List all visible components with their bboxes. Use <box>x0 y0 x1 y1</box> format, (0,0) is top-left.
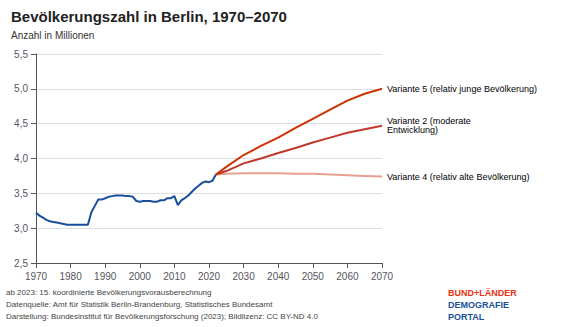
svg-text:Anzahl in Millionen: Anzahl in Millionen <box>11 30 94 41</box>
svg-text:Entwicklung): Entwicklung) <box>387 125 438 135</box>
svg-text:2050: 2050 <box>302 271 325 282</box>
svg-text:1970: 1970 <box>25 271 48 282</box>
svg-text:3,0: 3,0 <box>14 223 28 234</box>
svg-text:2010: 2010 <box>163 271 186 282</box>
svg-text:Darstellung: Bundesinstitut fü: Darstellung: Bundesinstitut für Bevölker… <box>6 312 318 321</box>
svg-text:Variante 4 (relativ alte Bevöl: Variante 4 (relativ alte Bevölkerung) <box>387 172 529 182</box>
svg-text:1980: 1980 <box>59 271 82 282</box>
svg-text:5,0: 5,0 <box>14 83 28 94</box>
svg-text:2000: 2000 <box>129 271 152 282</box>
svg-text:BUND+LÄNDER: BUND+LÄNDER <box>448 288 517 298</box>
svg-text:2020: 2020 <box>198 271 221 282</box>
svg-text:2070: 2070 <box>371 271 394 282</box>
svg-text:Variante 5 (relativ junge Bevö: Variante 5 (relativ junge Bevölkerung) <box>387 84 537 94</box>
svg-text:2030: 2030 <box>232 271 255 282</box>
svg-text:PORTAL: PORTAL <box>448 312 485 322</box>
svg-text:2040: 2040 <box>267 271 290 282</box>
svg-text:5,5: 5,5 <box>14 49 28 60</box>
svg-text:ab 2023: 15. koordinierte Bevö: ab 2023: 15. koordinierte Bevölkerungsvo… <box>6 288 211 297</box>
svg-text:4,5: 4,5 <box>14 118 28 129</box>
svg-text:2,5: 2,5 <box>14 258 28 269</box>
svg-text:Variante 2 (moderate: Variante 2 (moderate <box>387 116 471 127</box>
svg-text:DEMOGRAFIE: DEMOGRAFIE <box>448 300 509 310</box>
svg-text:Bevölkerungszahl in Berlin, 19: Bevölkerungszahl in Berlin, 1970–2070 <box>11 8 287 25</box>
svg-text:3,5: 3,5 <box>14 188 28 199</box>
svg-text:4,0: 4,0 <box>14 153 28 164</box>
svg-text:1990: 1990 <box>94 271 117 282</box>
svg-text:Datenquelle: Amt für Statistik: Datenquelle: Amt für Statistik Berlin-Br… <box>6 300 273 309</box>
svg-text:2060: 2060 <box>336 271 359 282</box>
